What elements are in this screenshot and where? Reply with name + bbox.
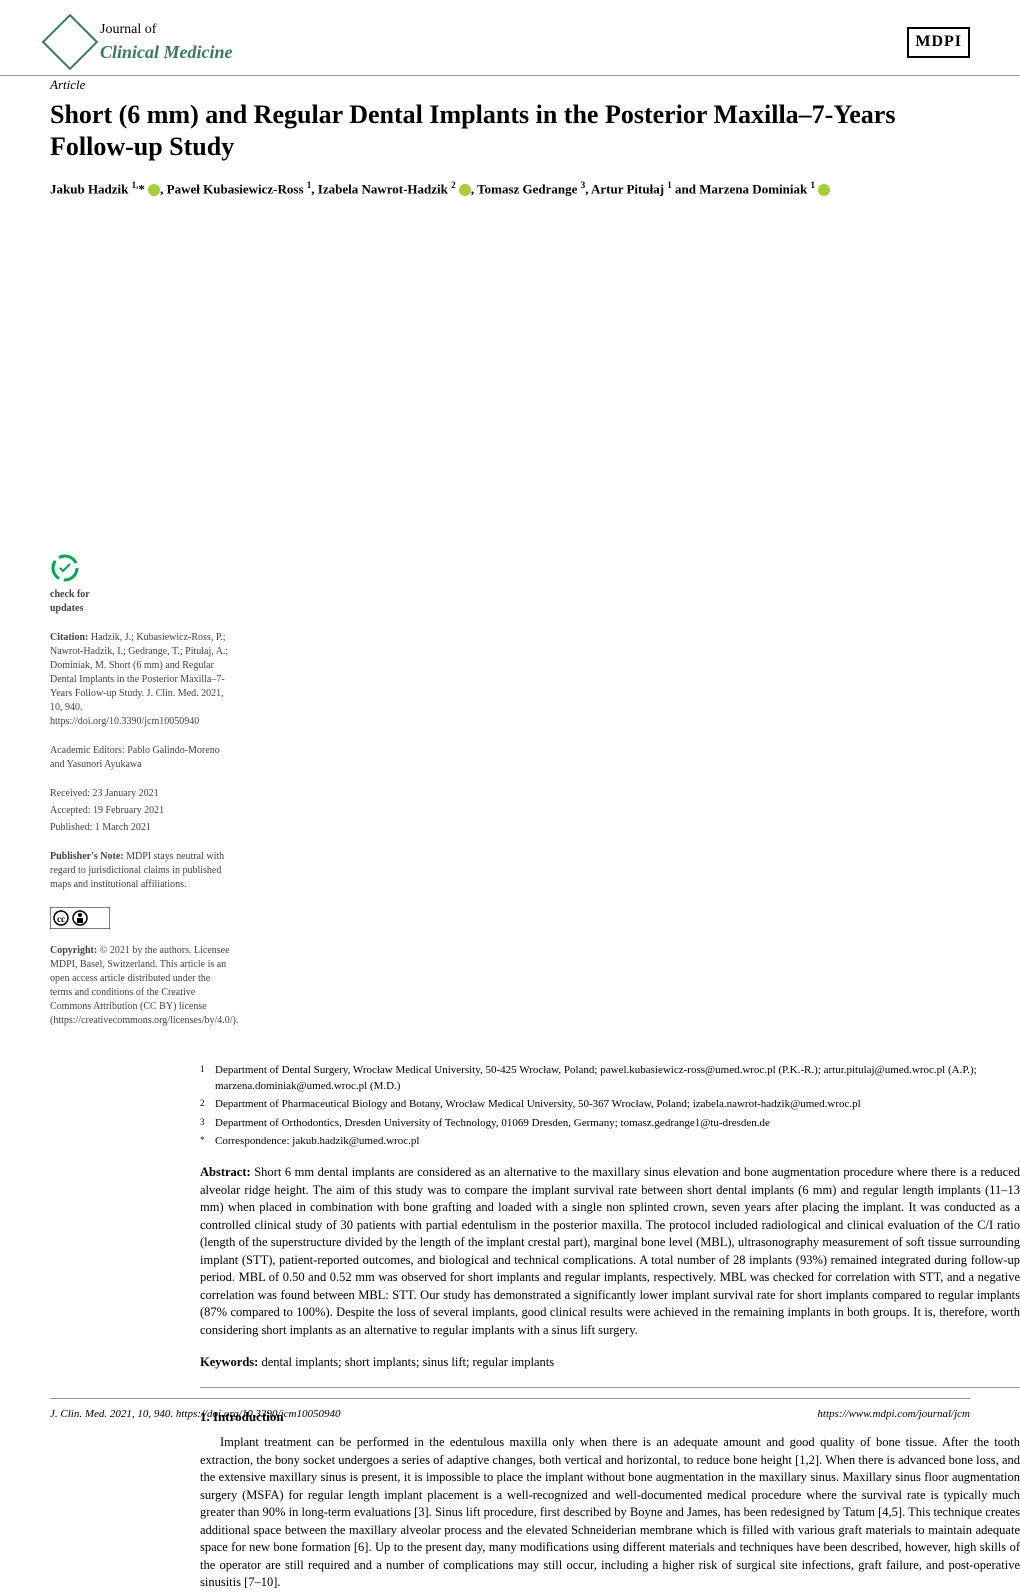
- cc-license-badge[interactable]: cc: [50, 907, 230, 934]
- affiliation-item: 2 Department of Pharmaceutical Biology a…: [200, 1097, 1020, 1112]
- accepted-date: Accepted: 19 February 2021: [50, 804, 230, 818]
- affiliation-number: 2: [200, 1097, 215, 1112]
- article-type: Article: [50, 76, 970, 94]
- keywords-label: Keywords:: [200, 1355, 258, 1369]
- footer-citation: J. Clin. Med. 2021, 10, 940. https://doi…: [50, 1407, 340, 1422]
- abstract-text: Short 6 mm dental implants are considere…: [200, 1165, 1020, 1337]
- body-paragraph: Implant treatment can be performed in th…: [200, 1434, 1020, 1592]
- abstract-label: Abstract:: [200, 1165, 251, 1179]
- published-date: Published: 1 March 2021: [50, 821, 230, 835]
- orcid-icon: [459, 184, 471, 196]
- orcid-icon: [148, 184, 160, 196]
- citation-block: Citation: Hadzik, J.; Kubasiewicz-Ross, …: [50, 631, 230, 729]
- main-column: [250, 233, 970, 1043]
- journal-logo: Journal of Clinical Medicine: [50, 20, 233, 65]
- correspondence-mark: *: [200, 1134, 215, 1149]
- page-header: Journal of Clinical Medicine MDPI: [0, 0, 1020, 76]
- correspondence-text: Correspondence: jakub.hadzik@umed.wroc.p…: [215, 1134, 1020, 1149]
- authors-line: Jakub Hadzik 1,* , Paweł Kubasiewicz-Ros…: [50, 179, 970, 199]
- publisher-note-label: Publisher's Note:: [50, 851, 124, 862]
- journal-title: Clinical Medicine: [100, 40, 233, 65]
- received-date: Received: 23 January 2021: [50, 787, 230, 801]
- journal-icon: [42, 14, 99, 71]
- journal-of-label: Journal of: [100, 20, 233, 40]
- affiliation-text: Department of Orthodontics, Dresden Univ…: [215, 1116, 1020, 1131]
- copyright-block: Copyright: © 2021 by the authors. Licens…: [50, 944, 230, 1028]
- editors-label: Academic Editors:: [50, 745, 125, 756]
- footer-url[interactable]: https://www.mdpi.com/journal/jcm: [817, 1407, 970, 1422]
- keywords-text: dental implants; short implants; sinus l…: [261, 1355, 554, 1369]
- keywords-block: Keywords: dental implants; short implant…: [200, 1354, 1020, 1388]
- affiliation-item: * Correspondence: jakub.hadzik@umed.wroc…: [200, 1134, 1020, 1149]
- publisher-logo: MDPI: [907, 27, 970, 57]
- affiliation-text: Department of Dental Surgery, Wrocław Me…: [215, 1063, 1020, 1094]
- article-title: Short (6 mm) and Regular Dental Implants…: [50, 99, 970, 164]
- editors-block: Academic Editors: Pablo Galindo-Moreno a…: [50, 744, 230, 772]
- abstract-block: Abstract: Short 6 mm dental implants are…: [200, 1164, 1020, 1339]
- affiliation-item: 3 Department of Orthodontics, Dresden Un…: [200, 1116, 1020, 1131]
- dates-block: Received: 23 January 2021 Accepted: 19 F…: [50, 787, 230, 835]
- svg-text:cc: cc: [57, 914, 65, 924]
- cc-by-icon: cc: [50, 907, 110, 929]
- check-updates-badge[interactable]: check forupdates: [50, 553, 230, 616]
- check-updates-icon: [50, 553, 80, 583]
- page-footer: J. Clin. Med. 2021, 10, 940. https://doi…: [50, 1398, 970, 1422]
- check-updates-label: check forupdates: [50, 588, 230, 616]
- publisher-note-block: Publisher's Note: MDPI stays neutral wit…: [50, 850, 230, 892]
- sidebar: check forupdates Citation: Hadzik, J.; K…: [50, 233, 250, 1043]
- citation-text: Hadzik, J.; Kubasiewicz-Ross, P.; Nawrot…: [50, 632, 228, 727]
- orcid-icon: [818, 184, 830, 196]
- affiliations-list: 1 Department of Dental Surgery, Wrocław …: [200, 1063, 1020, 1149]
- affiliation-text: Department of Pharmaceutical Biology and…: [215, 1097, 1020, 1112]
- content-area: check forupdates Citation: Hadzik, J.; K…: [0, 213, 1020, 1063]
- affiliation-number: 1: [200, 1063, 215, 1094]
- affiliation-number: 3: [200, 1116, 215, 1131]
- copyright-label: Copyright:: [50, 945, 97, 956]
- affiliation-item: 1 Department of Dental Surgery, Wrocław …: [200, 1063, 1020, 1094]
- copyright-text: © 2021 by the authors. Licensee MDPI, Ba…: [50, 945, 238, 1026]
- citation-label: Citation:: [50, 632, 88, 643]
